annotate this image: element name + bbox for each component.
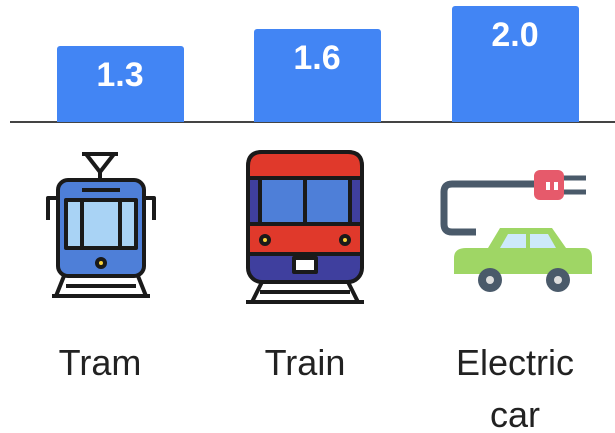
category-label: Train (264, 342, 346, 383)
value-label: 1.3 (96, 56, 144, 95)
electric-car-icon (440, 170, 592, 292)
tram-icon (46, 152, 156, 298)
category-label: Electric car (455, 342, 575, 433)
bar: 1.3 (56, 46, 184, 122)
bar: 2.0 (451, 5, 579, 122)
value-label: 1.6 (293, 39, 341, 78)
value-label: 2.0 (491, 15, 539, 54)
baseline (10, 121, 615, 123)
train-icon (246, 150, 364, 304)
bar: 1.6 (253, 29, 381, 122)
category-label: Tram (58, 342, 142, 383)
